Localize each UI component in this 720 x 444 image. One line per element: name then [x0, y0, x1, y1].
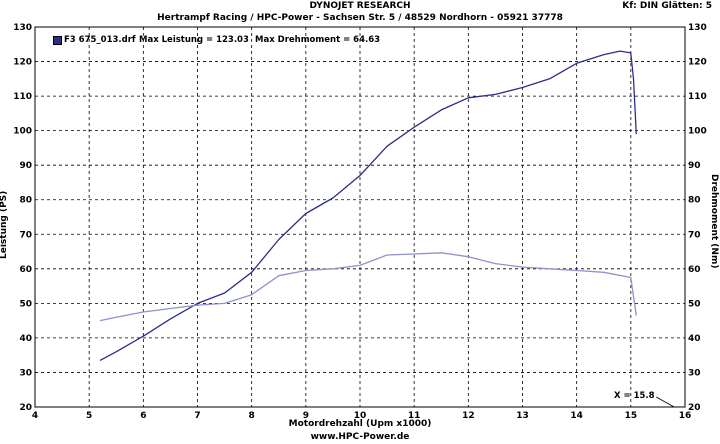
y-tick-label-left: 90	[19, 161, 32, 171]
y-tick-label-left: 60	[19, 265, 32, 275]
y-tick-label-right: 90	[688, 161, 701, 171]
cursor-readout: X = 15.8	[614, 391, 655, 401]
y-tick-label-right: 50	[688, 299, 701, 309]
y-tick-label-right: 70	[688, 230, 701, 240]
x-tick-label: 6	[140, 411, 146, 421]
y-axis-label-right: Drehmoment (Nm)	[709, 174, 719, 269]
x-tick-label: 7	[194, 411, 200, 421]
x-tick-label: 13	[516, 411, 529, 421]
x-tick-label: 11	[408, 411, 421, 421]
legend-max-torque: Max Drehmoment = 64.63	[255, 35, 381, 45]
y-tick-label-right: 60	[688, 265, 701, 275]
y-tick-label-right: 120	[688, 58, 707, 68]
plot-frame	[34, 26, 686, 408]
y-tick-label-left: 40	[19, 334, 32, 344]
legend-swatch	[53, 36, 62, 45]
x-tick-label: 15	[625, 411, 638, 421]
chart-title: DYNOJET RESEARCH	[309, 1, 411, 11]
chart-plots	[99, 50, 675, 408]
x-tick-label: 9	[303, 411, 309, 421]
torque-curve	[99, 252, 637, 322]
y-tick-label-left: 80	[19, 196, 32, 206]
x-tick-label: 10	[354, 411, 367, 421]
y-tick-label-right: 40	[688, 334, 701, 344]
y-tick-label-left: 130	[13, 23, 32, 33]
x-tick-label: 4	[32, 411, 38, 421]
x-tick-label: 16	[679, 411, 692, 421]
y-tick-label-right: 30	[688, 368, 701, 378]
y-tick-label-left: 110	[13, 92, 32, 102]
x-tick-label: 5	[86, 411, 92, 421]
y-tick-label-left: 120	[13, 58, 32, 68]
y-tick-label-left: 20	[19, 403, 32, 413]
footer-url: www.HPC-Power.de	[310, 432, 410, 442]
chart-grid	[35, 27, 685, 407]
y-tick-label-right: 80	[688, 196, 701, 206]
y-tick-label-right: 110	[688, 92, 707, 102]
x-tick-label: 14	[570, 411, 583, 421]
dyno-settings: Kf: DIN Glätten: 5	[622, 1, 712, 11]
y-tick-label-left: 100	[13, 127, 32, 137]
legend-max-power: Max Leistung = 123.03	[139, 35, 249, 45]
cursor-pointer	[655, 396, 675, 408]
y-axis-label-left: Leistung (PS)	[0, 190, 9, 259]
x-axis-label: Motordrehzahl (Upm x1000)	[288, 419, 432, 429]
y-tick-label-left: 30	[19, 368, 32, 378]
y-tick-label-left: 50	[19, 299, 32, 309]
y-tick-label-left: 70	[19, 230, 32, 240]
x-tick-label: 8	[249, 411, 255, 421]
power-curve	[99, 50, 637, 361]
y-tick-label-right: 100	[688, 127, 707, 137]
chart-subtitle: Hertrampf Racing / HPC-Power - Sachsen S…	[157, 13, 563, 23]
legend-run-file: F3 675_013.drf	[64, 35, 136, 45]
y-tick-label-right: 130	[688, 23, 707, 33]
y-tick-label-right: 20	[688, 403, 701, 413]
x-tick-label: 12	[462, 411, 475, 421]
